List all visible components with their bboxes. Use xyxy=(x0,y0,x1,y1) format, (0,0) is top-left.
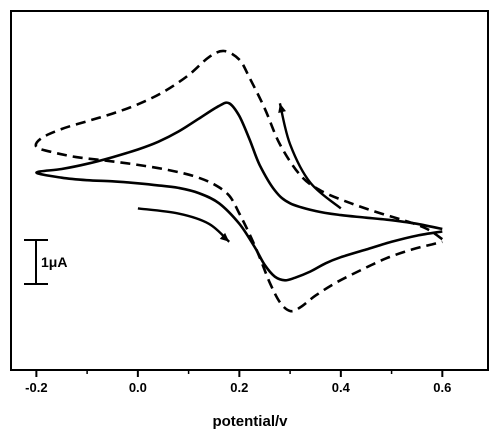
x-tick-label: 0.6 xyxy=(433,380,451,395)
x-axis-label: potential/v xyxy=(212,413,288,430)
x-tick-label: -0.2 xyxy=(25,380,47,395)
arrowhead-icon xyxy=(278,103,286,114)
scale-bar-label: 1μA xyxy=(41,254,67,270)
x-axis-ticks: -0.2 0.0 0.2 0.4 0.6 xyxy=(25,370,451,395)
x-tick-label: 0.2 xyxy=(230,380,248,395)
arrowhead-icon xyxy=(219,232,230,242)
x-tick-label: 0.0 xyxy=(129,380,147,395)
solid-voltammogram-line xyxy=(35,101,443,282)
dashed-voltammogram-line xyxy=(34,49,444,313)
plot-frame xyxy=(10,10,489,371)
x-tick-label: 0.4 xyxy=(332,380,351,395)
series-layer xyxy=(34,49,444,313)
scan-direction-arrow xyxy=(137,207,231,243)
scale-bar: 1μA xyxy=(24,239,67,285)
arrow-layer xyxy=(137,103,342,243)
scan-direction-arrow xyxy=(278,103,342,210)
